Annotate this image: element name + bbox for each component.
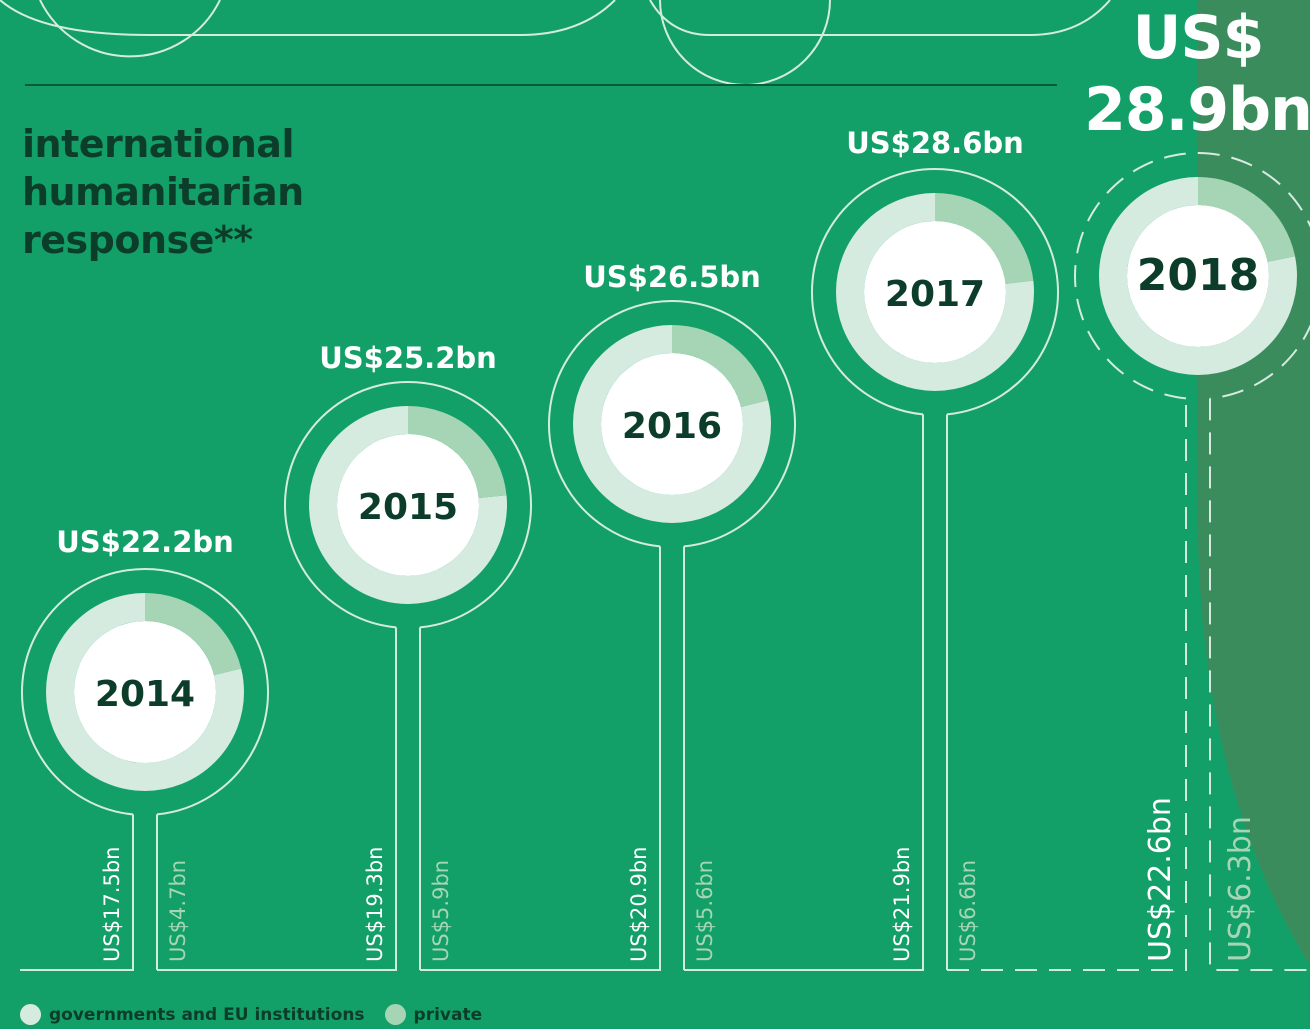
- value-label: US$21.9bn: [890, 847, 914, 962]
- legend-label: private: [413, 1004, 483, 1025]
- legend-swatch: [20, 1004, 41, 1025]
- title: international humanitarian response**: [22, 122, 304, 262]
- donut-center: [601, 353, 743, 495]
- legend-swatch: [384, 1004, 406, 1025]
- total-label: US$28.6bn: [846, 126, 1024, 160]
- legend-label: governments and EU institutions: [49, 1004, 365, 1025]
- outer-ring: [21, 568, 269, 816]
- total-label: US$25.2bn: [319, 341, 497, 375]
- stem: [947, 398, 1187, 971]
- stem: [157, 627, 397, 971]
- year-label: 2015: [358, 487, 458, 528]
- value-label: US$6.6bn: [956, 860, 980, 962]
- donut-segment: [836, 193, 1034, 391]
- top-decoration: [0, 0, 1111, 86]
- value-label: US$5.6bn: [693, 860, 717, 962]
- value-label: US$6.3bn: [1223, 816, 1258, 962]
- total-label: US$22.2bn: [56, 525, 234, 559]
- year-label: 2017: [885, 274, 985, 315]
- highlight-total: US$ 28.9bn: [1084, 3, 1310, 145]
- value-label: US$17.5bn: [100, 847, 124, 962]
- stem: [20, 814, 134, 971]
- legend-item: private: [384, 1004, 483, 1025]
- legend-item: governments and EU institutions: [20, 1004, 365, 1025]
- value-label: US$20.9bn: [627, 847, 651, 962]
- outer-ring: [548, 300, 796, 548]
- donut-segment: [1099, 177, 1297, 375]
- year-label: 2018: [1137, 250, 1259, 301]
- value-label: US$22.6bn: [1143, 797, 1178, 962]
- donut-segment: [309, 406, 507, 604]
- donut-center: [864, 221, 1006, 363]
- legend: governments and EU institutions private: [20, 1004, 502, 1025]
- stem: [420, 546, 661, 971]
- value-label: US$4.7bn: [166, 860, 190, 962]
- value-label: US$5.9bn: [429, 860, 453, 962]
- donut-center: [74, 621, 216, 763]
- total-label: US$26.5bn: [583, 260, 761, 294]
- stem: [684, 414, 924, 971]
- outer-ring: [1074, 152, 1310, 400]
- donut-center: [1127, 205, 1269, 347]
- stem: [1209, 398, 1310, 971]
- donut-segment: [46, 593, 244, 791]
- outer-ring: [811, 168, 1059, 416]
- year-label: 2014: [95, 674, 195, 715]
- year-label: 2016: [622, 406, 722, 447]
- donut-segment: [573, 325, 771, 523]
- value-label: US$19.3bn: [363, 847, 387, 962]
- donut-center: [337, 434, 479, 576]
- outer-ring: [284, 381, 532, 629]
